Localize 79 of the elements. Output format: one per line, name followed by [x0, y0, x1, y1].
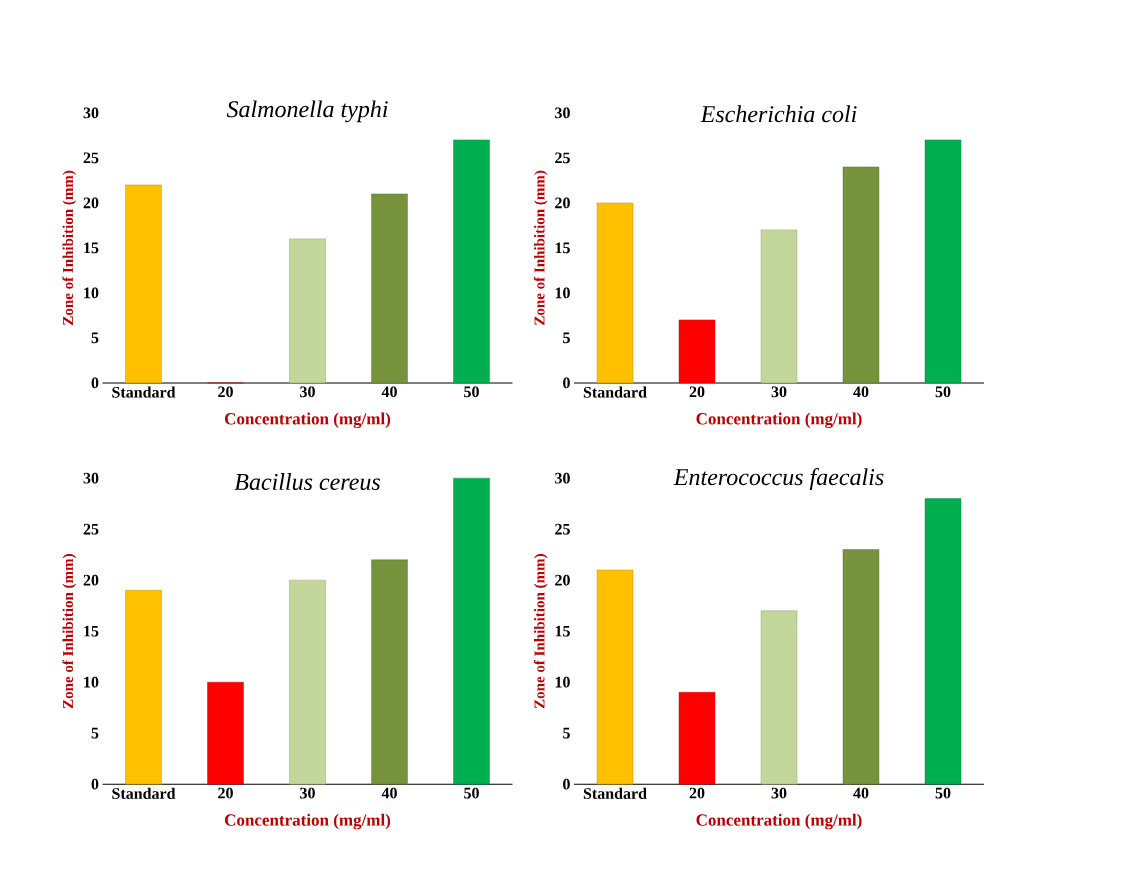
y-axis-title: Zone of Inhibition (mm) [62, 170, 77, 325]
y-tick-label: 20 [83, 574, 99, 586]
y-tick-label: 0 [91, 377, 99, 389]
bar [125, 184, 162, 384]
y-axis-title: Zone of Inhibition (mm) [62, 554, 77, 709]
x-tick-label: 30 [771, 787, 787, 799]
bar [842, 549, 880, 785]
y-tick-label: 15 [84, 242, 99, 254]
y-tick-label: 10 [84, 287, 99, 299]
x-axis-title: Concentration (mg/ml) [225, 412, 391, 429]
y-tick-label: 30 [555, 472, 570, 484]
x-tick-label: 40 [381, 386, 397, 398]
x-tick-label: 20 [218, 386, 233, 398]
y-tick-label: 0 [563, 377, 570, 389]
chart-title: Enterococcus faecalis [673, 468, 884, 491]
x-tick-label: Standard [583, 386, 647, 398]
y-tick-label: 5 [563, 727, 570, 739]
bar [453, 139, 490, 384]
y-tick-label: 30 [555, 107, 570, 119]
y-tick-label: 25 [83, 523, 99, 535]
x-tick-label: 40 [853, 386, 869, 398]
x-tick-label: 30 [300, 386, 315, 398]
y-tick-label: 15 [555, 242, 570, 254]
y-tick-label: 10 [555, 676, 570, 688]
bar [371, 559, 408, 785]
x-tick-label: 40 [853, 787, 869, 799]
bar [596, 569, 634, 785]
x-tick-label: Standard [112, 787, 176, 799]
y-tick-label: 20 [555, 574, 570, 586]
chart-title: Salmonella typhi [226, 100, 388, 123]
y-axis-title: Zone of Inhibition (mm) [533, 170, 548, 325]
y-tick-label: 15 [555, 625, 570, 637]
x-tick-label: 20 [218, 787, 233, 799]
bar [842, 166, 880, 384]
y-tick-label: 15 [84, 625, 99, 637]
y-tick-label: 5 [91, 332, 99, 344]
y-tick-label: 25 [555, 152, 570, 164]
x-axis-title: Concentration (mg/ml) [696, 412, 862, 429]
bar [924, 498, 962, 785]
bar [760, 610, 798, 785]
y-tick-label: 0 [91, 778, 99, 790]
x-tick-label: 50 [464, 386, 479, 398]
bar [678, 692, 716, 785]
x-tick-label: 50 [935, 386, 951, 398]
bar [678, 319, 716, 384]
y-tick-label: 20 [555, 197, 570, 209]
x-tick-label: Standard [112, 386, 176, 398]
x-tick-label: Standard [583, 787, 647, 799]
y-tick-label: 30 [83, 472, 99, 484]
bar [760, 229, 798, 384]
y-axis-title: Zone of Inhibition (mm) [533, 554, 548, 709]
y-tick-label: 25 [83, 152, 99, 164]
bar [596, 202, 634, 384]
x-axis-title: Concentration (mg/ml) [696, 813, 862, 830]
y-tick-label: 5 [563, 332, 570, 344]
x-tick-label: 40 [381, 787, 397, 799]
x-tick-label: 50 [935, 787, 951, 799]
x-tick-label: 30 [300, 787, 315, 799]
y-tick-label: 20 [83, 197, 99, 209]
x-tick-label: 30 [771, 386, 787, 398]
bar [125, 590, 162, 785]
bar [924, 139, 962, 384]
chart-title: Escherichia coli [700, 105, 857, 123]
bar [289, 579, 326, 785]
y-tick-label: 25 [555, 523, 570, 535]
x-tick-label: 20 [689, 787, 705, 799]
y-tick-label: 0 [563, 778, 570, 790]
x-axis-title: Concentration (mg/ml) [225, 813, 391, 830]
x-tick-label: 50 [464, 787, 479, 799]
chart-title: Bacillus cereus [234, 473, 380, 491]
bar [453, 477, 490, 785]
y-tick-label: 10 [84, 676, 99, 688]
bar [371, 193, 408, 384]
bar [289, 238, 326, 384]
y-tick-label: 10 [555, 287, 570, 299]
bar [207, 681, 244, 785]
x-tick-label: 20 [689, 386, 705, 398]
y-tick-label: 5 [91, 727, 99, 739]
y-tick-label: 30 [83, 107, 99, 119]
